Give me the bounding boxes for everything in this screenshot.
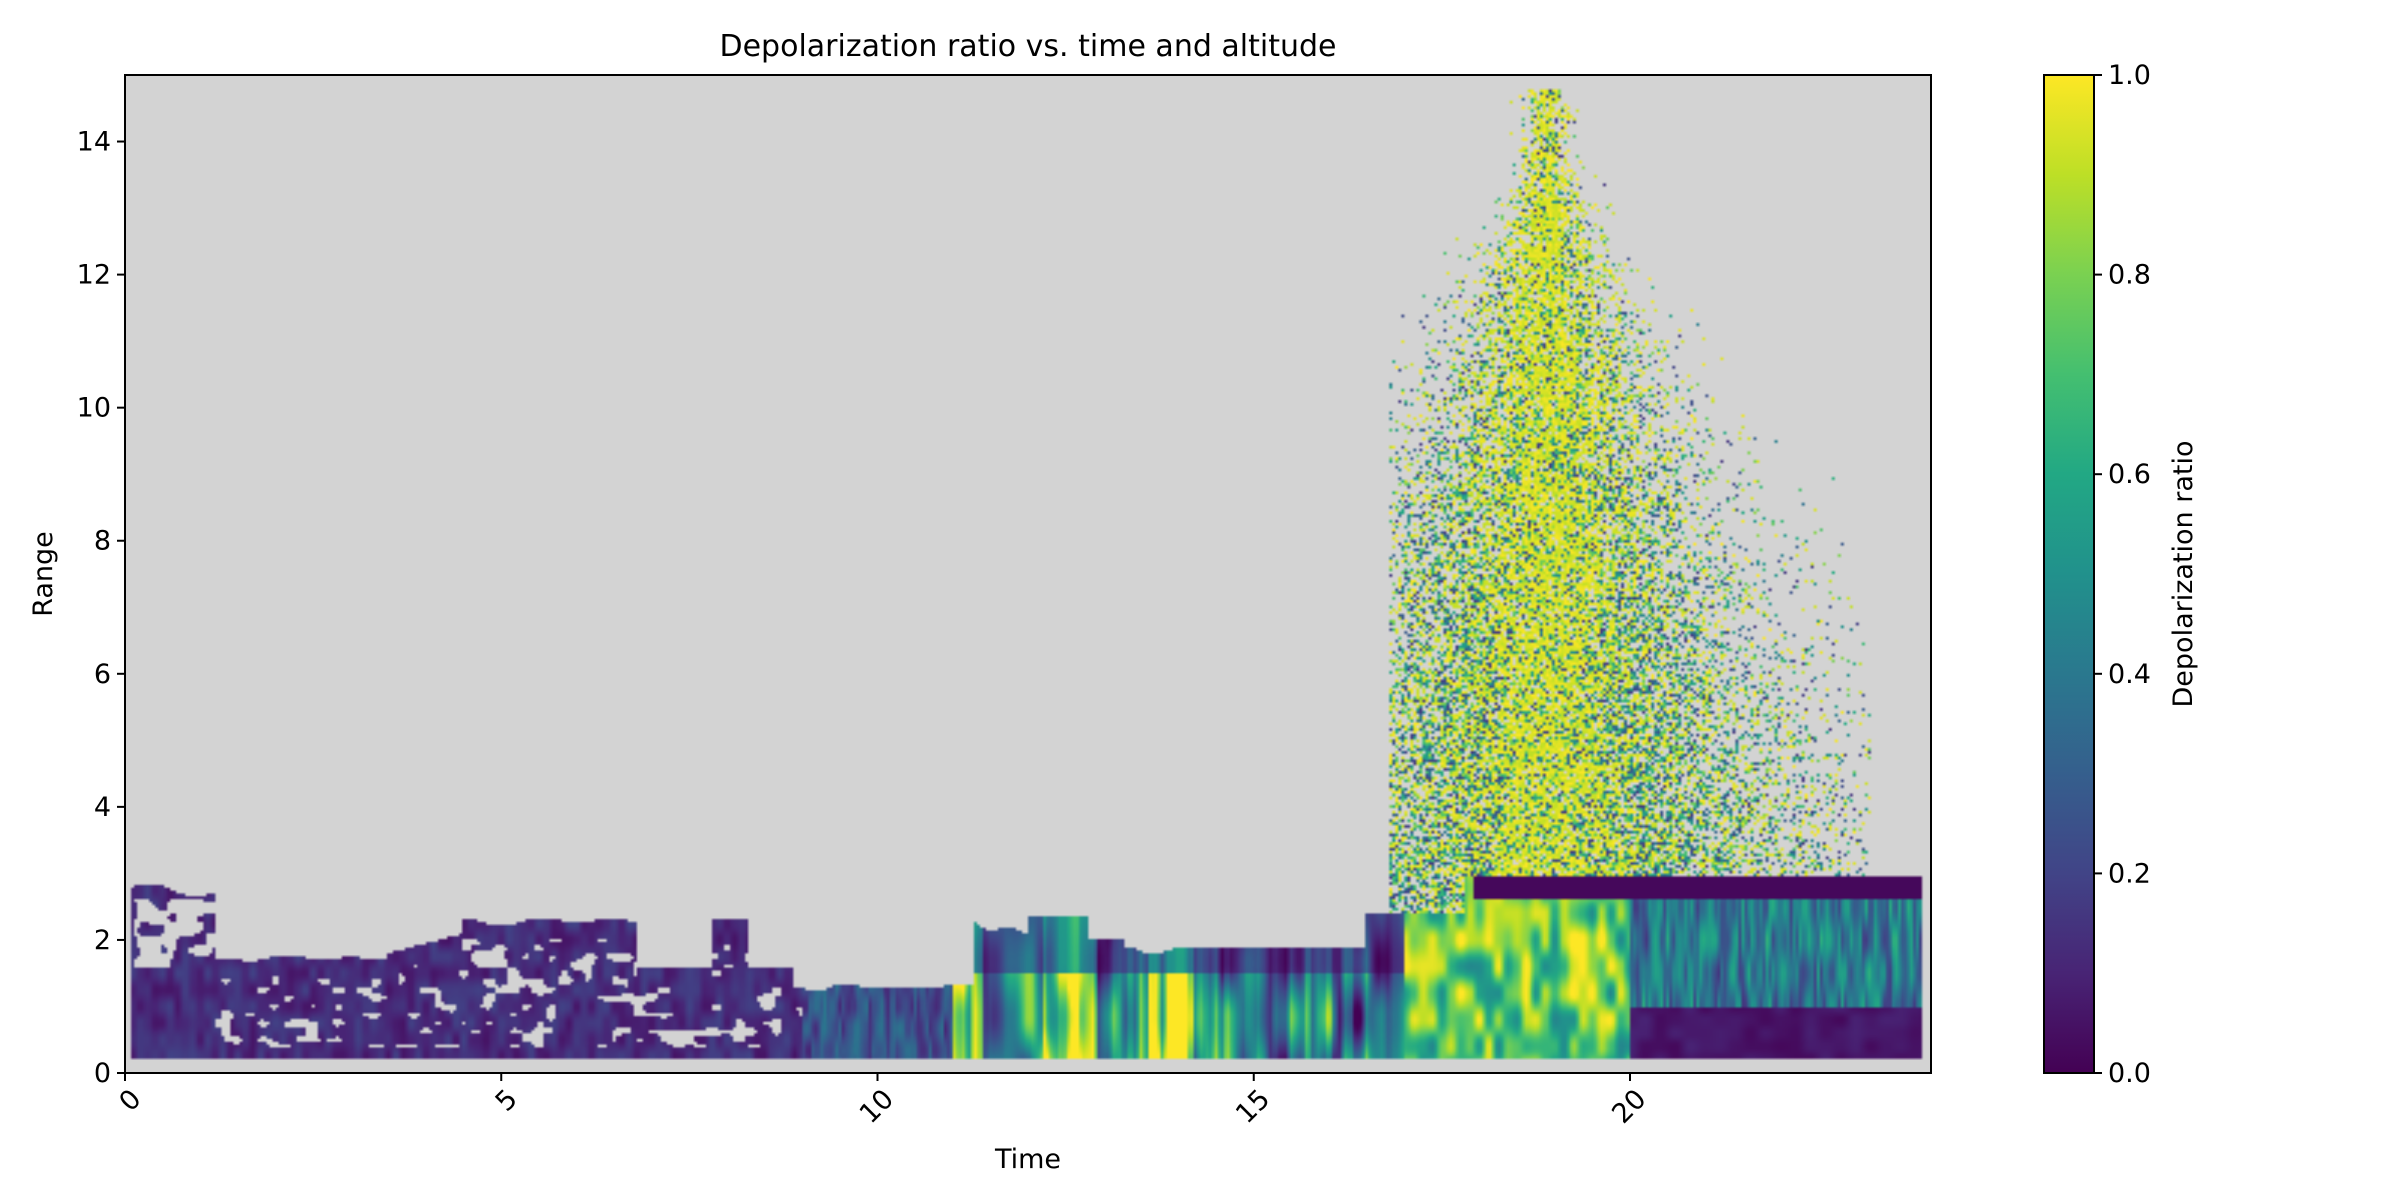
heatmap-image: [125, 75, 1931, 1073]
colorbar-label: Depolarization ratio: [2168, 441, 2199, 708]
colorbar-tick-label: 0.8: [2108, 260, 2151, 291]
chart-title: Depolarization ratio vs. time and altitu…: [719, 29, 1336, 64]
y-tick-label: 4: [94, 792, 111, 823]
y-tick-label: 10: [77, 393, 111, 424]
y-tick-label: 8: [94, 526, 111, 557]
colorbar: 0.0 0.2 0.4 0.6 0.8 1.0 Depolarization ratio: [2043, 60, 2199, 1089]
colorbar-ticks: 0.0 0.2 0.4 0.6 0.8 1.0: [2094, 60, 2151, 1089]
y-tick-label: 0: [94, 1058, 111, 1089]
x-axis-label: Time: [994, 1144, 1061, 1175]
y-axis: 0 2 4 6 8 10 12 14: [77, 127, 125, 1089]
y-tick-label: 12: [77, 260, 111, 291]
y-tick-label: 2: [94, 925, 111, 956]
colorbar-tick-label: 0.6: [2108, 459, 2151, 490]
colorbar-tick-label: 0.4: [2108, 659, 2151, 690]
colorbar-tick-label: 0.2: [2108, 858, 2151, 889]
colorbar-frame: [2043, 74, 2095, 1074]
y-axis-label: Range: [28, 531, 59, 617]
plot-area: [124, 74, 1932, 1074]
y-tick-label: 6: [94, 659, 111, 690]
colorbar-tick-label: 1.0: [2108, 60, 2151, 91]
colorbar-tick-label: 0.0: [2108, 1058, 2151, 1089]
y-tick-label: 14: [77, 127, 111, 158]
colorbar-gradient: [2044, 75, 2094, 1073]
plot-frame: [124, 74, 1932, 1074]
